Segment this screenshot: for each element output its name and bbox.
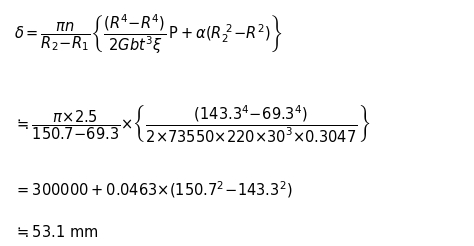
- Text: $\delta = \dfrac{\pi n}{R_2\!-\!R_1}\left\{\dfrac{(R^4\!-\!R^4)}{2Gbt^3\xi}\,\ma: $\delta = \dfrac{\pi n}{R_2\!-\!R_1}\lef…: [14, 12, 283, 56]
- Text: $\fallingdotseq\dfrac{\pi{\times}2.5}{150.7\!-\!69.3}{\times}\left\{\dfrac{(143.: $\fallingdotseq\dfrac{\pi{\times}2.5}{15…: [14, 103, 371, 144]
- Text: $\fallingdotseq 53.1\ \mathrm{mm}$: $\fallingdotseq 53.1\ \mathrm{mm}$: [14, 224, 99, 240]
- Text: $=300000+0.0463{\times}(150.7^2\!-\!143.3^2)$: $=300000+0.0463{\times}(150.7^2\!-\!143.…: [14, 180, 292, 200]
